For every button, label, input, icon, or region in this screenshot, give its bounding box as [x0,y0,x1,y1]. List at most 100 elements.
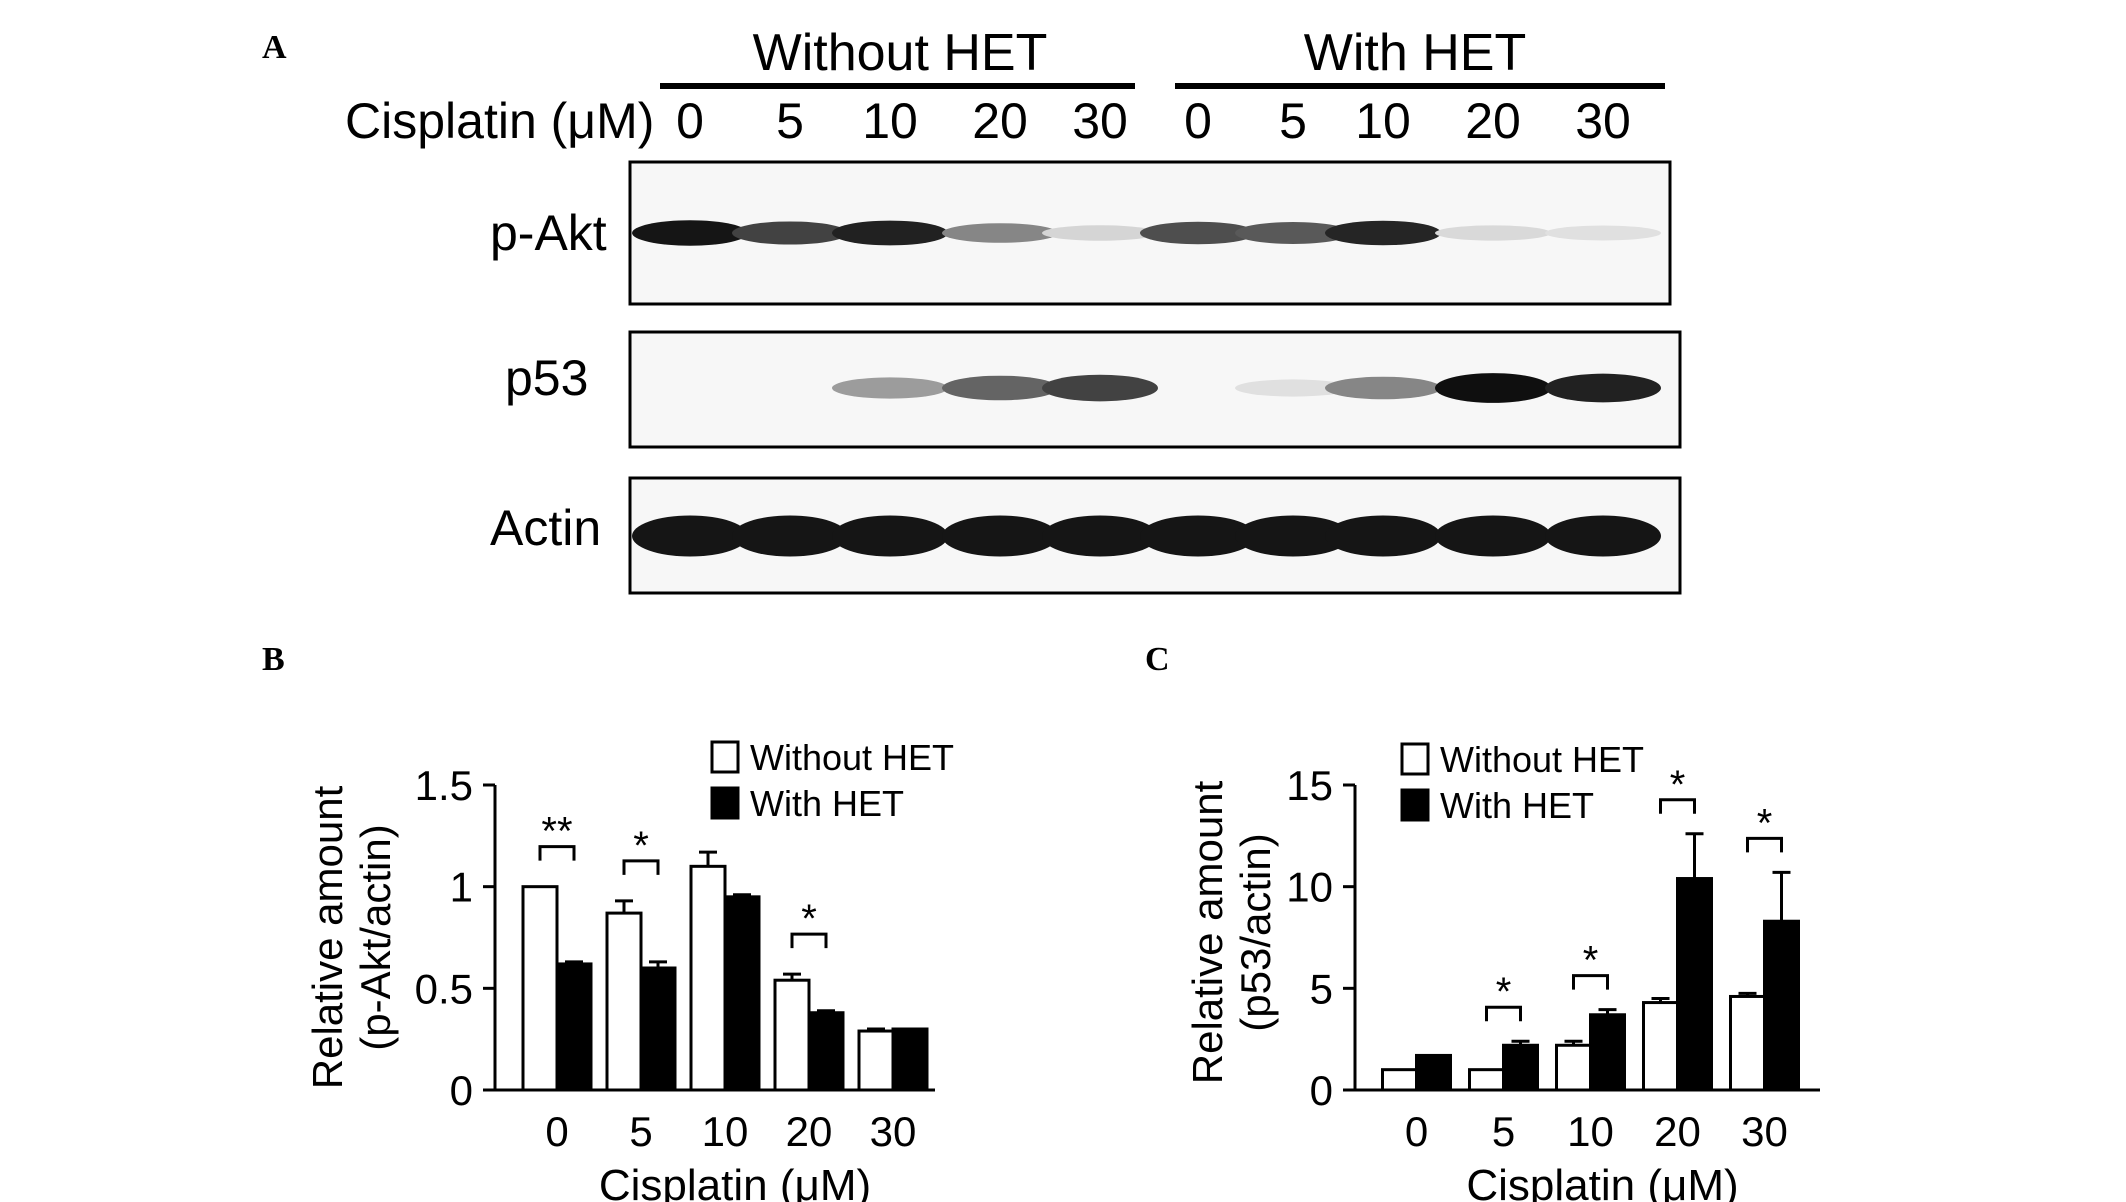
blot-band [942,375,1058,401]
legend-swatch [1400,742,1430,776]
blot-band [832,515,948,557]
blot-band [732,221,848,245]
panel-letter-c: C [1145,641,1170,678]
blot-band [1325,376,1441,400]
blot-lane-label: 30 [1072,93,1128,149]
blot-lane-label: 5 [1279,93,1307,149]
blot-lane-label: 0 [676,93,704,149]
blot-group-label-with-het: With HET [1304,24,1526,82]
blot-row-label-p53: p53 [505,350,588,406]
blot-band [832,377,948,399]
significance-bracket [790,932,828,949]
panel-letter-a: A [262,29,287,66]
blot-band [732,515,848,557]
blot-lane-label: 20 [972,93,1028,149]
significance-marker: ** [541,810,572,854]
blot-group-label-without-het: Without HET [753,24,1048,82]
legend-label: Without HET [750,737,954,778]
blot-band [1435,373,1551,403]
y-tick-label: 15 [1286,762,1333,809]
y-tick-label: 5 [1310,965,1333,1012]
blot-lane-labels: 0 5 10 20 30 0 5 10 20 30 [676,93,1631,149]
blot-lane-label: 5 [776,93,804,149]
blot-band [1235,515,1351,557]
y-tick-label: 10 [1286,864,1333,911]
blot-band [1545,373,1661,403]
blot-lane-label: 30 [1575,93,1631,149]
blot-bands-pakt [632,220,1661,246]
blot-dose-label: Cisplatin (μM) [345,93,654,149]
x-axis-label: Cisplatin (μM) [599,1161,871,1202]
x-tick-label: 10 [1567,1108,1614,1155]
significance-bracket [1485,1005,1522,1022]
blot-band [632,515,748,557]
blot-band [942,223,1058,243]
y-tick-label: 0.5 [415,965,473,1012]
significance-marker: * [1496,970,1512,1014]
significance-marker: * [1757,801,1773,845]
significance-bracket [538,845,576,861]
bar [723,895,761,1092]
legend-label: With HET [1440,785,1594,826]
significance-marker: * [633,824,649,868]
bar [773,978,811,1092]
x-tick-label: 20 [1654,1108,1701,1155]
x-tick-label: 0 [1405,1108,1428,1155]
blot-band [1325,220,1441,246]
blot-band [1140,221,1256,245]
x-tick-label: 30 [870,1108,917,1155]
bar [891,1027,929,1092]
bar [1763,919,1800,1092]
significance-marker: * [1670,763,1686,807]
significance-bracket [1572,974,1609,990]
significance-marker: * [801,897,817,941]
x-axis-label: Cisplatin (μM) [1466,1161,1738,1202]
bar [1642,1001,1679,1092]
y-axis-label: (p-Akt/actin) [352,824,399,1050]
bar [857,1029,895,1092]
bar [1468,1068,1505,1092]
blot-lane-label: 0 [1184,93,1212,149]
blot-band [942,515,1058,557]
y-axis-label: (p53/actin) [1232,833,1279,1031]
blot-row-label-actin: Actin [490,500,601,556]
x-tick-label: 30 [1741,1108,1788,1155]
significance-marker: * [1583,939,1599,983]
bar [1589,1013,1626,1092]
legend-swatch [710,786,740,820]
bar [555,962,593,1092]
bar [1415,1053,1452,1092]
significance-bracket [1659,798,1696,814]
y-axis-label: Relative amount [304,785,351,1089]
significance-bracket [622,859,660,875]
blot-band [1140,515,1256,557]
y-tick-label: 1 [450,864,473,911]
blot-band [1042,515,1158,557]
y-tick-label: 0 [450,1067,473,1114]
blot-band [1435,225,1551,241]
blot-band [1235,222,1351,244]
legend-label: With HET [750,783,904,824]
panel-letter-b: B [262,641,285,678]
bar [639,966,677,1092]
blot-lane-label: 10 [862,93,918,149]
x-tick-label: 5 [1492,1108,1515,1155]
x-tick-label: 5 [629,1108,652,1155]
chart-c-p53: 0 5 10 15 Relative amount (p53/actin) 0 * 5 * 10 * 2… [1184,739,1820,1202]
bar [689,864,727,1092]
y-axis-label: Relative amount [1184,780,1231,1084]
legend-label: Without HET [1440,739,1644,780]
legend-swatch [1400,788,1430,822]
blot-band [1042,374,1158,402]
blot-bands-actin [632,515,1661,557]
blot-lane-label: 20 [1465,93,1521,149]
blot-band [1235,379,1351,397]
blot-row-label-pakt: p-Akt [490,205,607,261]
x-tick-label: 20 [786,1108,833,1155]
legend-swatch [710,740,740,774]
significance-bracket [1746,836,1783,853]
x-tick-label: 10 [702,1108,749,1155]
bar [1555,1043,1592,1092]
